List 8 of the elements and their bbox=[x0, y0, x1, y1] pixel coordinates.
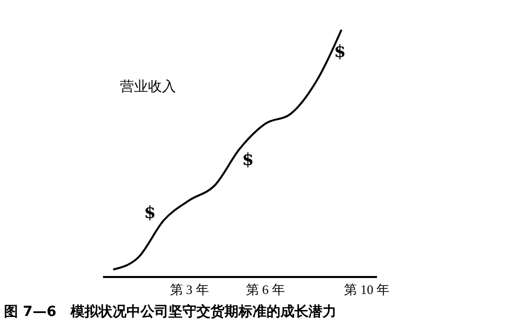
annotation: $ bbox=[242, 150, 254, 170]
annotation: $ bbox=[144, 203, 156, 223]
x-tick-label: 第 3 年 bbox=[170, 282, 209, 298]
text: 图 7—6 模拟状况中公司坚守交货期标准的成长潜力 bbox=[4, 303, 336, 321]
y-axis-title: 营业收入 bbox=[120, 78, 176, 96]
x-tick-label: 第 10 年 bbox=[344, 282, 390, 298]
annotation: $ bbox=[334, 42, 346, 62]
x-tick-label: 第 6 年 bbox=[246, 282, 285, 298]
